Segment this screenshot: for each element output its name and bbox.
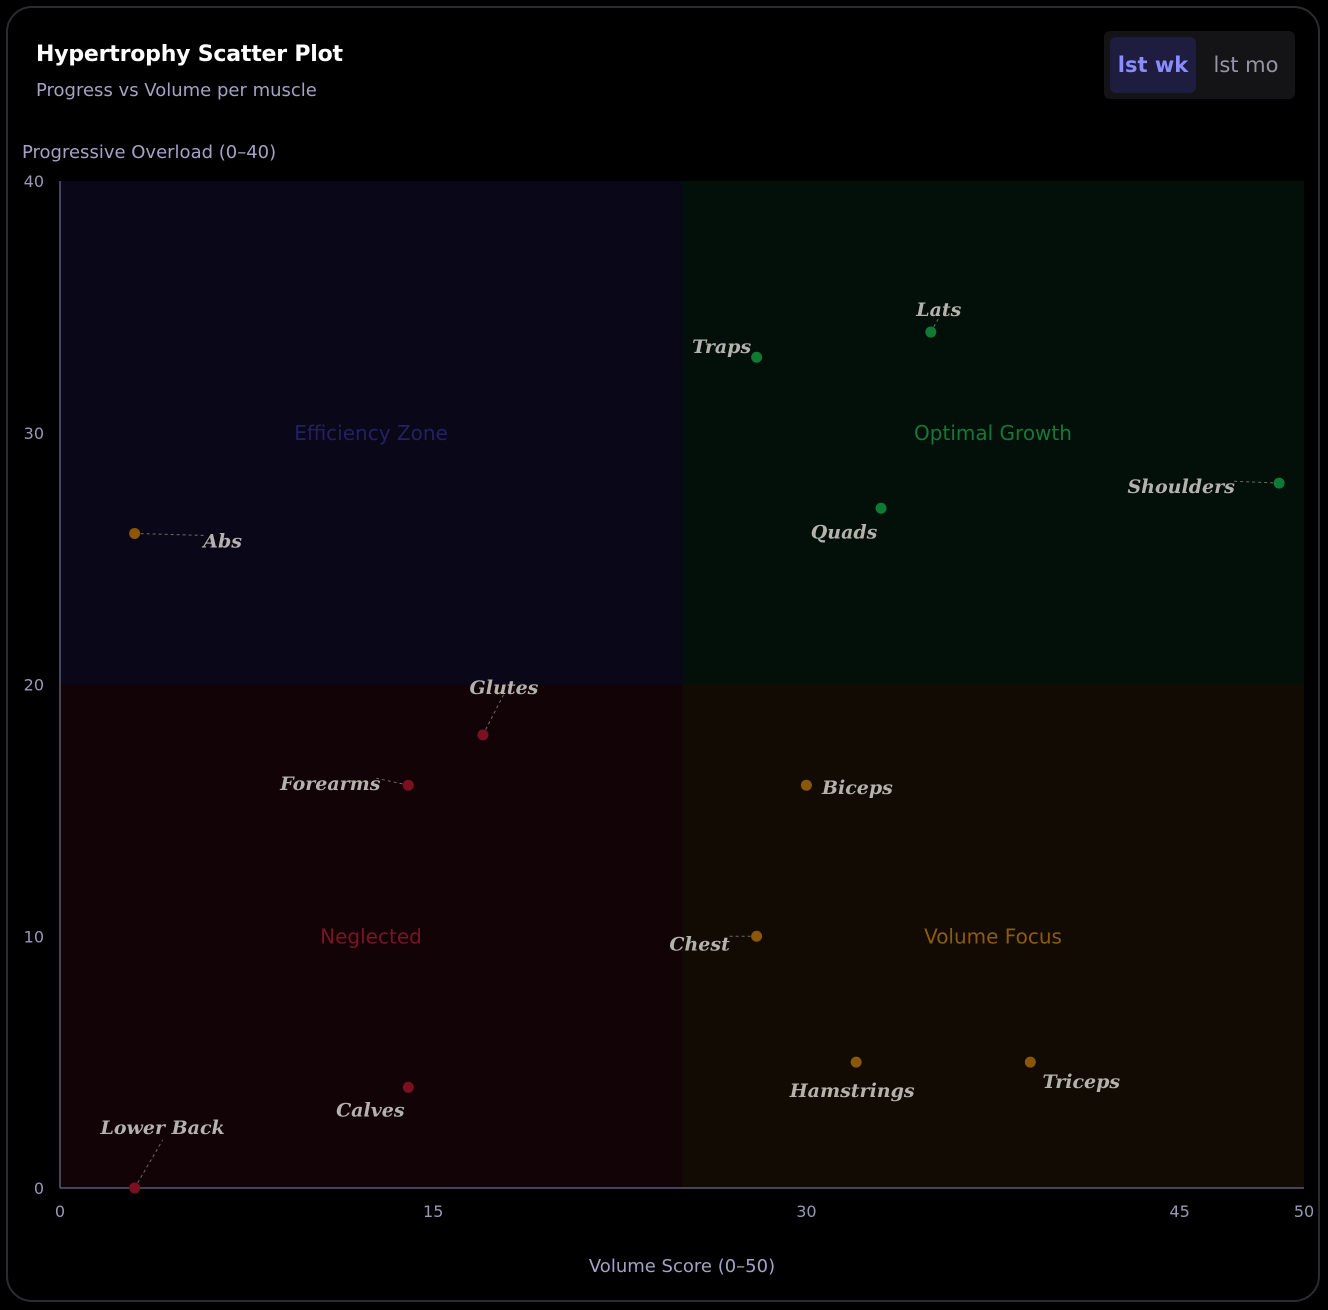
y-tick-label: 40 xyxy=(24,172,44,191)
y-tick-label: 30 xyxy=(24,424,44,443)
point-label-forearms: Forearms xyxy=(279,773,381,795)
data-point-forearms xyxy=(402,779,414,791)
point-label-calves: Calves xyxy=(336,1099,405,1121)
x-tick-label: 45 xyxy=(1169,1202,1189,1221)
data-point-chest xyxy=(751,930,763,942)
chart-subtitle: Progress vs Volume per muscle xyxy=(36,80,317,101)
quadrant-neglected xyxy=(60,684,682,1188)
data-point-lower-back xyxy=(129,1182,141,1194)
point-label-biceps: Biceps xyxy=(821,777,893,799)
toggle-last-week-button[interactable]: lst wk xyxy=(1110,37,1196,93)
quadrant-label-optimal-growth: Optimal Growth xyxy=(914,421,1072,445)
data-point-lats xyxy=(925,326,937,338)
period-toggle: lst wk lst mo xyxy=(1104,31,1295,99)
quadrant-volume-focus xyxy=(682,684,1304,1188)
point-label-abs: Abs xyxy=(201,530,242,552)
point-label-triceps: Triceps xyxy=(1043,1071,1121,1093)
x-tick-label: 50 xyxy=(1294,1202,1314,1221)
x-tick-label: 0 xyxy=(55,1202,65,1221)
quadrant-optimal-growth xyxy=(682,181,1304,685)
data-point-shoulders xyxy=(1273,477,1285,489)
data-point-hamstrings xyxy=(850,1056,862,1068)
point-label-traps: Traps xyxy=(692,336,751,358)
point-label-chest: Chest xyxy=(669,933,730,955)
x-tick-label: 15 xyxy=(423,1202,443,1221)
data-point-biceps xyxy=(800,779,812,791)
x-tick-label: 30 xyxy=(796,1202,816,1221)
leader-line-glutes xyxy=(482,693,505,736)
data-point-glutes xyxy=(477,729,489,741)
y-axis-title: Progressive Overload (0–40) xyxy=(22,142,276,163)
data-point-calves xyxy=(402,1081,414,1093)
quadrant-label-efficiency-zone: Efficiency Zone xyxy=(294,421,448,445)
leader-line-shoulders xyxy=(1231,480,1280,484)
x-axis-title: Volume Score (0–50) xyxy=(589,1256,775,1277)
toggle-last-month-button[interactable]: lst mo xyxy=(1213,53,1279,77)
y-tick-label: 20 xyxy=(24,676,44,695)
data-point-abs xyxy=(129,527,141,539)
data-point-traps xyxy=(751,351,763,363)
point-label-lower-back: Lower Back xyxy=(100,1117,225,1139)
quadrant-label-volume-focus: Volume Focus xyxy=(924,924,1062,948)
point-label-hamstrings: Hamstrings xyxy=(789,1080,915,1102)
y-tick-label: 0 xyxy=(34,1179,44,1198)
quadrant-label-neglected: Neglected xyxy=(320,924,422,948)
data-point-quads xyxy=(875,502,887,514)
point-label-shoulders: Shoulders xyxy=(1127,476,1235,498)
point-label-quads: Quads xyxy=(811,521,878,543)
quadrant-efficiency-zone xyxy=(60,181,682,685)
y-tick-label: 10 xyxy=(24,927,44,946)
point-label-lats: Lats xyxy=(915,299,961,321)
data-point-triceps xyxy=(1024,1056,1036,1068)
chart-title: Hypertrophy Scatter Plot xyxy=(36,42,343,67)
point-label-glutes: Glutes xyxy=(470,677,539,699)
